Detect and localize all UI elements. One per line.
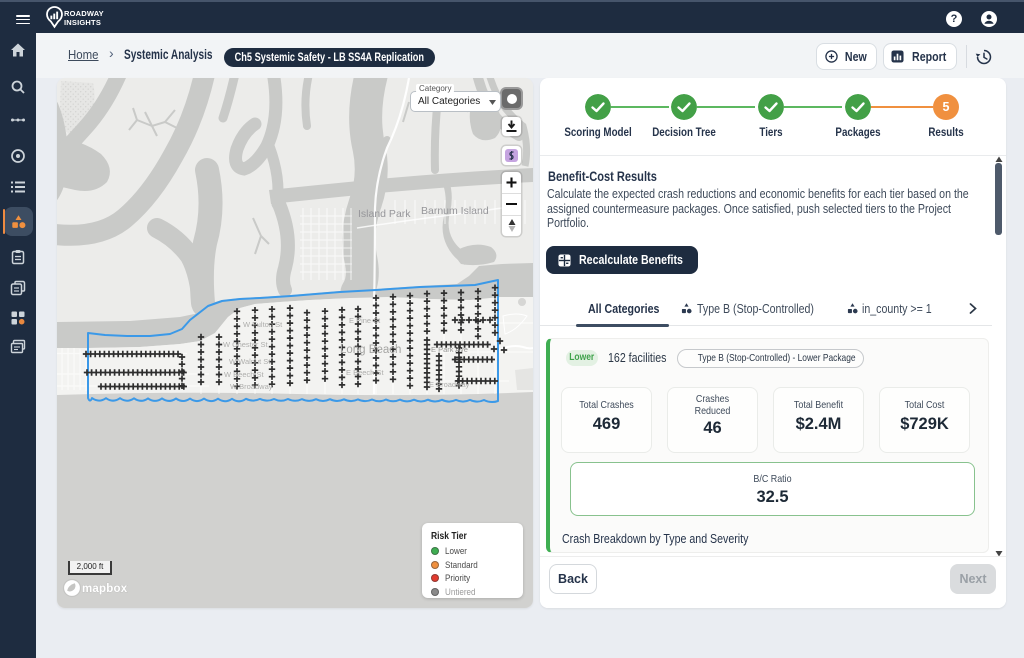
svg-text:mapbox: mapbox [82,583,128,595]
